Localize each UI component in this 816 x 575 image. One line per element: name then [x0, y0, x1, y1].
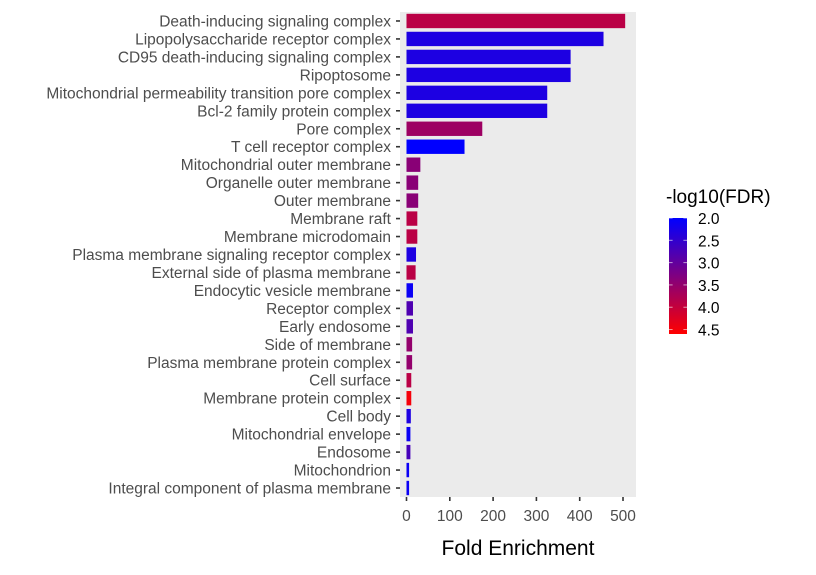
y-axis-label: Mitochondrial permeability transition po… — [46, 85, 391, 102]
bar — [406, 139, 465, 154]
bars-group — [406, 13, 626, 496]
y-axis-label: Membrane protein complex — [203, 391, 391, 408]
x-tick-label: 200 — [480, 508, 506, 525]
legend-colorbar — [669, 218, 687, 334]
legend-title: -log10(FDR) — [666, 187, 771, 208]
bar — [406, 247, 417, 262]
y-axis-label: Endosome — [317, 445, 391, 462]
bar — [406, 31, 604, 47]
bar — [406, 444, 411, 460]
color-legend: -log10(FDR) 2.0 2.5 3.0 3.5 4.0 4.5 — [666, 187, 771, 340]
y-axis-label: T cell receptor complex — [231, 139, 391, 156]
y-axis-label: Organelle outer membrane — [206, 175, 391, 192]
y-axis-label: Membrane raft — [290, 211, 391, 228]
bar — [406, 319, 413, 334]
bar — [406, 103, 548, 118]
x-tick-label: 400 — [567, 508, 593, 525]
x-tick-label: 300 — [523, 508, 549, 525]
legend-tick-label: 4.5 — [698, 323, 720, 340]
x-axis: 0 100 200 300 400 500 — [402, 497, 636, 525]
y-axis-label: Integral component of plasma membrane — [108, 481, 391, 498]
bar — [406, 13, 626, 29]
bar — [406, 337, 413, 352]
y-axis-label: Membrane microdomain — [224, 229, 391, 246]
y-axis-label: Plasma membrane protein complex — [147, 355, 391, 372]
y-axis-label: Outer membrane — [274, 193, 391, 210]
bar — [406, 67, 571, 83]
y-axis-labels: Death-inducing signaling complexLipopoly… — [46, 13, 391, 497]
x-tick-label: 100 — [437, 508, 463, 525]
bar — [406, 265, 416, 280]
bar — [406, 175, 419, 190]
y-axis-label: Cell body — [326, 409, 391, 426]
legend-tick-label: 2.5 — [698, 233, 720, 250]
y-axis-label: CD95 death-inducing signaling complex — [118, 49, 391, 66]
bar — [406, 85, 548, 101]
y-axis-label: Mitochondrial envelope — [232, 427, 391, 444]
x-tick-label: 500 — [610, 508, 636, 525]
bar — [406, 373, 412, 388]
y-axis-label: Early endosome — [279, 319, 391, 336]
bar — [406, 408, 411, 424]
y-axis-label: Side of membrane — [264, 337, 391, 354]
legend-tick-label: 2.0 — [698, 211, 720, 228]
bar — [406, 462, 410, 478]
bar — [406, 426, 411, 442]
y-axis-label: Lipopolysaccharide receptor complex — [135, 31, 391, 48]
legend-ticks: 2.0 2.5 3.0 3.5 4.0 4.5 — [669, 211, 720, 340]
bar — [406, 121, 483, 136]
x-axis-title: Fold Enrichment — [442, 537, 595, 560]
bar — [406, 193, 419, 208]
y-axis-ticks — [396, 20, 400, 489]
bar — [406, 229, 418, 244]
bar — [406, 480, 410, 496]
y-axis-label: Bcl-2 family protein complex — [197, 103, 391, 120]
bar — [406, 157, 421, 172]
y-axis-label: External side of plasma membrane — [151, 265, 391, 282]
y-axis-label: Pore complex — [296, 121, 391, 138]
y-axis-label: Endocytic vesicle membrane — [194, 283, 391, 300]
bar — [406, 301, 413, 316]
x-tick-label: 0 — [402, 508, 411, 525]
y-axis-label: Ripoptosome — [300, 67, 391, 84]
y-axis-label: Death-inducing signaling complex — [159, 13, 391, 30]
legend-tick-label: 3.0 — [698, 256, 720, 273]
bar — [406, 49, 571, 65]
plot-panel — [400, 12, 636, 497]
legend-tick-label: 3.5 — [698, 278, 720, 295]
bar — [406, 283, 413, 298]
bar — [406, 391, 412, 406]
y-axis-label: Mitochondrial outer membrane — [181, 157, 391, 174]
y-axis-label: Mitochondrion — [294, 463, 391, 480]
y-axis-label: Cell surface — [309, 373, 391, 390]
y-axis-label: Plasma membrane signaling receptor compl… — [72, 247, 391, 264]
bar — [406, 355, 413, 370]
y-axis-label: Receptor complex — [266, 301, 391, 318]
bar — [406, 211, 418, 226]
legend-tick-label: 4.0 — [698, 300, 720, 317]
